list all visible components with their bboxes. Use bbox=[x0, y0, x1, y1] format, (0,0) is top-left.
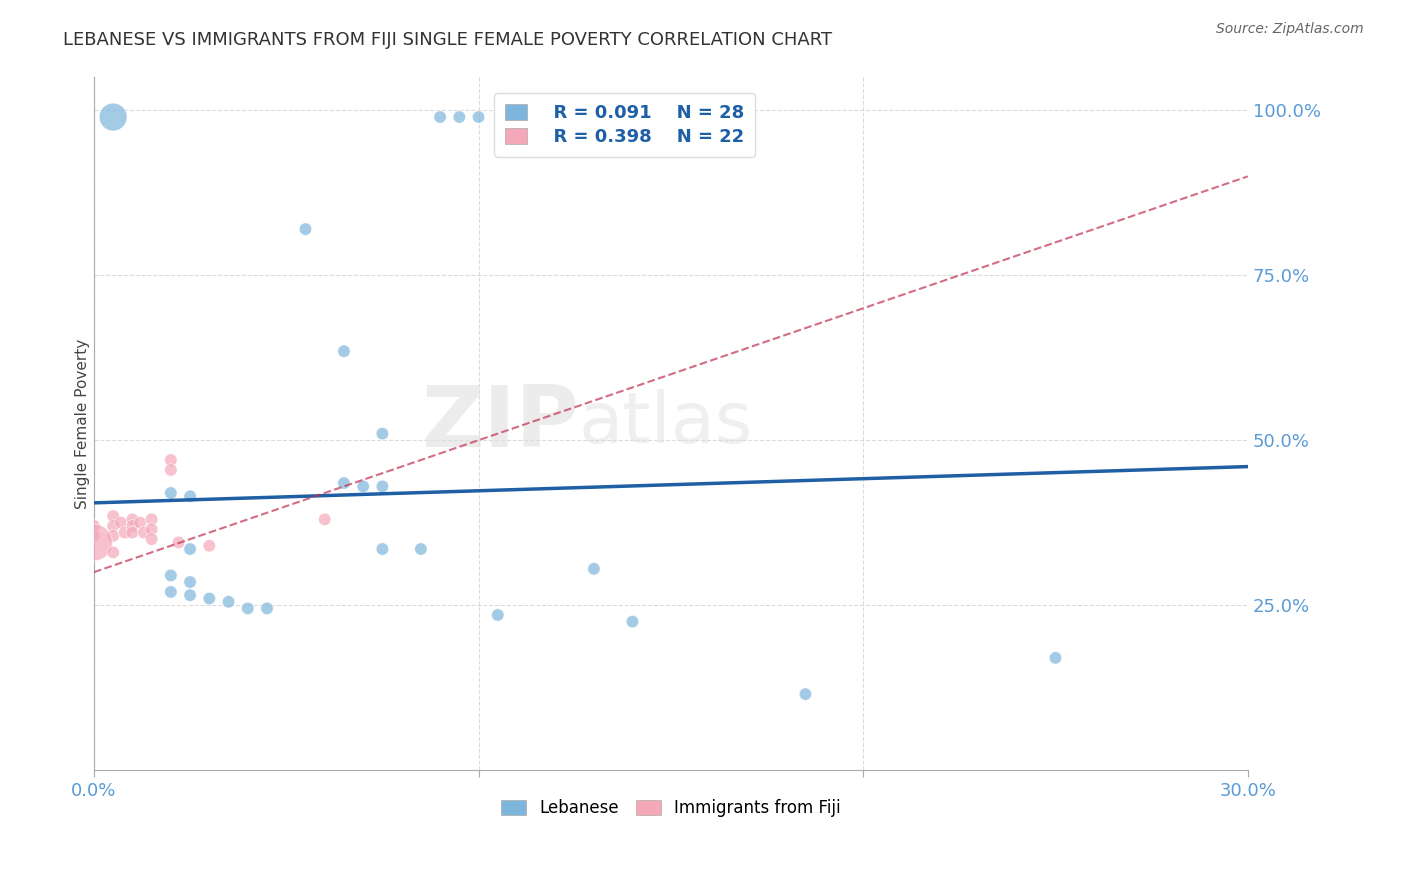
Point bbox=[101, 529, 124, 543]
Point bbox=[101, 509, 124, 524]
Point bbox=[371, 426, 394, 441]
Point bbox=[160, 463, 183, 477]
Point bbox=[236, 601, 259, 615]
Point bbox=[1045, 651, 1067, 665]
Point bbox=[371, 479, 394, 493]
Point bbox=[160, 585, 183, 599]
Point bbox=[141, 512, 163, 526]
Point bbox=[83, 519, 105, 533]
Point bbox=[160, 453, 183, 467]
Point bbox=[256, 601, 278, 615]
Y-axis label: Single Female Poverty: Single Female Poverty bbox=[76, 339, 90, 508]
Text: LEBANESE VS IMMIGRANTS FROM FIJI SINGLE FEMALE POVERTY CORRELATION CHART: LEBANESE VS IMMIGRANTS FROM FIJI SINGLE … bbox=[63, 31, 832, 49]
Point bbox=[333, 476, 356, 491]
Point bbox=[179, 542, 201, 557]
Point bbox=[179, 489, 201, 503]
Point bbox=[83, 535, 105, 549]
Point bbox=[486, 607, 509, 622]
Point bbox=[101, 110, 124, 124]
Point bbox=[429, 110, 451, 124]
Point bbox=[352, 479, 374, 493]
Point bbox=[333, 344, 356, 359]
Text: ZIP: ZIP bbox=[420, 382, 579, 466]
Point bbox=[121, 525, 143, 540]
Point bbox=[467, 110, 489, 124]
Point bbox=[314, 512, 336, 526]
Point bbox=[449, 110, 471, 124]
Point bbox=[83, 529, 105, 543]
Point bbox=[160, 486, 183, 500]
Point bbox=[218, 595, 240, 609]
Point bbox=[294, 222, 316, 236]
Point bbox=[132, 525, 155, 540]
Text: atlas: atlas bbox=[579, 389, 754, 458]
Point bbox=[794, 687, 817, 701]
Point bbox=[141, 532, 163, 546]
Point bbox=[129, 516, 152, 530]
Point bbox=[198, 539, 221, 553]
Point bbox=[167, 535, 190, 549]
Point bbox=[179, 574, 201, 589]
Text: Source: ZipAtlas.com: Source: ZipAtlas.com bbox=[1216, 22, 1364, 37]
Legend: Lebanese, Immigrants from Fiji: Lebanese, Immigrants from Fiji bbox=[495, 793, 848, 824]
Point bbox=[141, 522, 163, 536]
Point bbox=[409, 542, 432, 557]
Point bbox=[114, 525, 136, 540]
Point bbox=[582, 562, 605, 576]
Point bbox=[110, 516, 132, 530]
Point bbox=[101, 519, 124, 533]
Point bbox=[121, 512, 143, 526]
Point bbox=[621, 615, 644, 629]
Point bbox=[371, 542, 394, 557]
Point bbox=[121, 519, 143, 533]
Point bbox=[198, 591, 221, 606]
Point bbox=[160, 568, 183, 582]
Point bbox=[101, 545, 124, 559]
Point bbox=[179, 588, 201, 602]
